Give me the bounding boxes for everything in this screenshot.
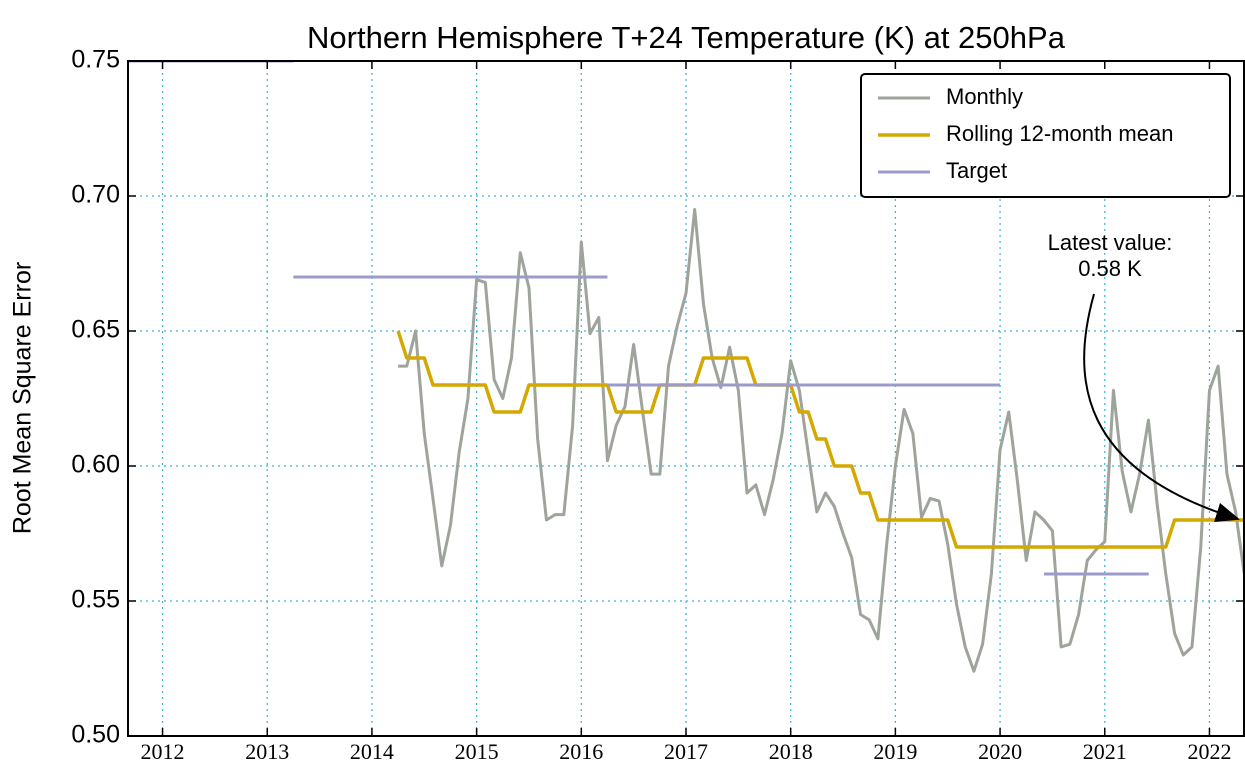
y-tick-label: 0.65 bbox=[71, 316, 120, 344]
x-tick-label: 2017 bbox=[664, 739, 708, 764]
y-tick-label: 0.70 bbox=[71, 181, 120, 209]
x-tick-label: 2022 bbox=[1187, 739, 1231, 764]
x-tick-label: 2013 bbox=[245, 739, 289, 764]
annotation: Latest value: bbox=[1048, 230, 1173, 255]
x-tick-label: 2012 bbox=[141, 739, 185, 764]
y-axis-label: Root Mean Square Error bbox=[9, 262, 37, 534]
y-tick-label: 0.55 bbox=[71, 586, 120, 614]
legend: Monthly Rolling 12-month mean Target bbox=[860, 73, 1231, 198]
x-tick-label: 2015 bbox=[455, 739, 499, 764]
x-tick-label: 2021 bbox=[1083, 739, 1127, 764]
legend-box bbox=[860, 73, 1231, 198]
annotation: 0.58 K bbox=[1078, 256, 1142, 281]
legend-label: Target bbox=[946, 158, 1007, 183]
y-tick-label: 0.75 bbox=[71, 46, 120, 74]
y-tick-label: 0.50 bbox=[71, 721, 120, 749]
y-tick-label: 0.60 bbox=[71, 451, 120, 479]
chart-title: Northern Hemisphere T+24 Temperature (K)… bbox=[307, 20, 1066, 55]
axes: 0.50 0.55 0.60 0.65 0.70 0.75 2012 2013 2014 2015… bbox=[71, 46, 1244, 764]
series-line bbox=[396, 330, 1244, 549]
x-tick-label: 2018 bbox=[769, 739, 813, 764]
legend-label: Monthly bbox=[946, 84, 1023, 109]
legend-label: Rolling 12-month mean bbox=[946, 121, 1173, 146]
series-line bbox=[398, 208, 1244, 673]
x-tick-label: 2016 bbox=[559, 739, 603, 764]
plot-lines bbox=[128, 61, 1244, 673]
x-tick-label: 2020 bbox=[978, 739, 1022, 764]
x-tick-label: 2019 bbox=[873, 739, 917, 764]
annotation-arrow bbox=[1083, 293, 1240, 523]
x-tick-label: 2014 bbox=[350, 739, 394, 764]
series-line bbox=[128, 61, 1149, 576]
